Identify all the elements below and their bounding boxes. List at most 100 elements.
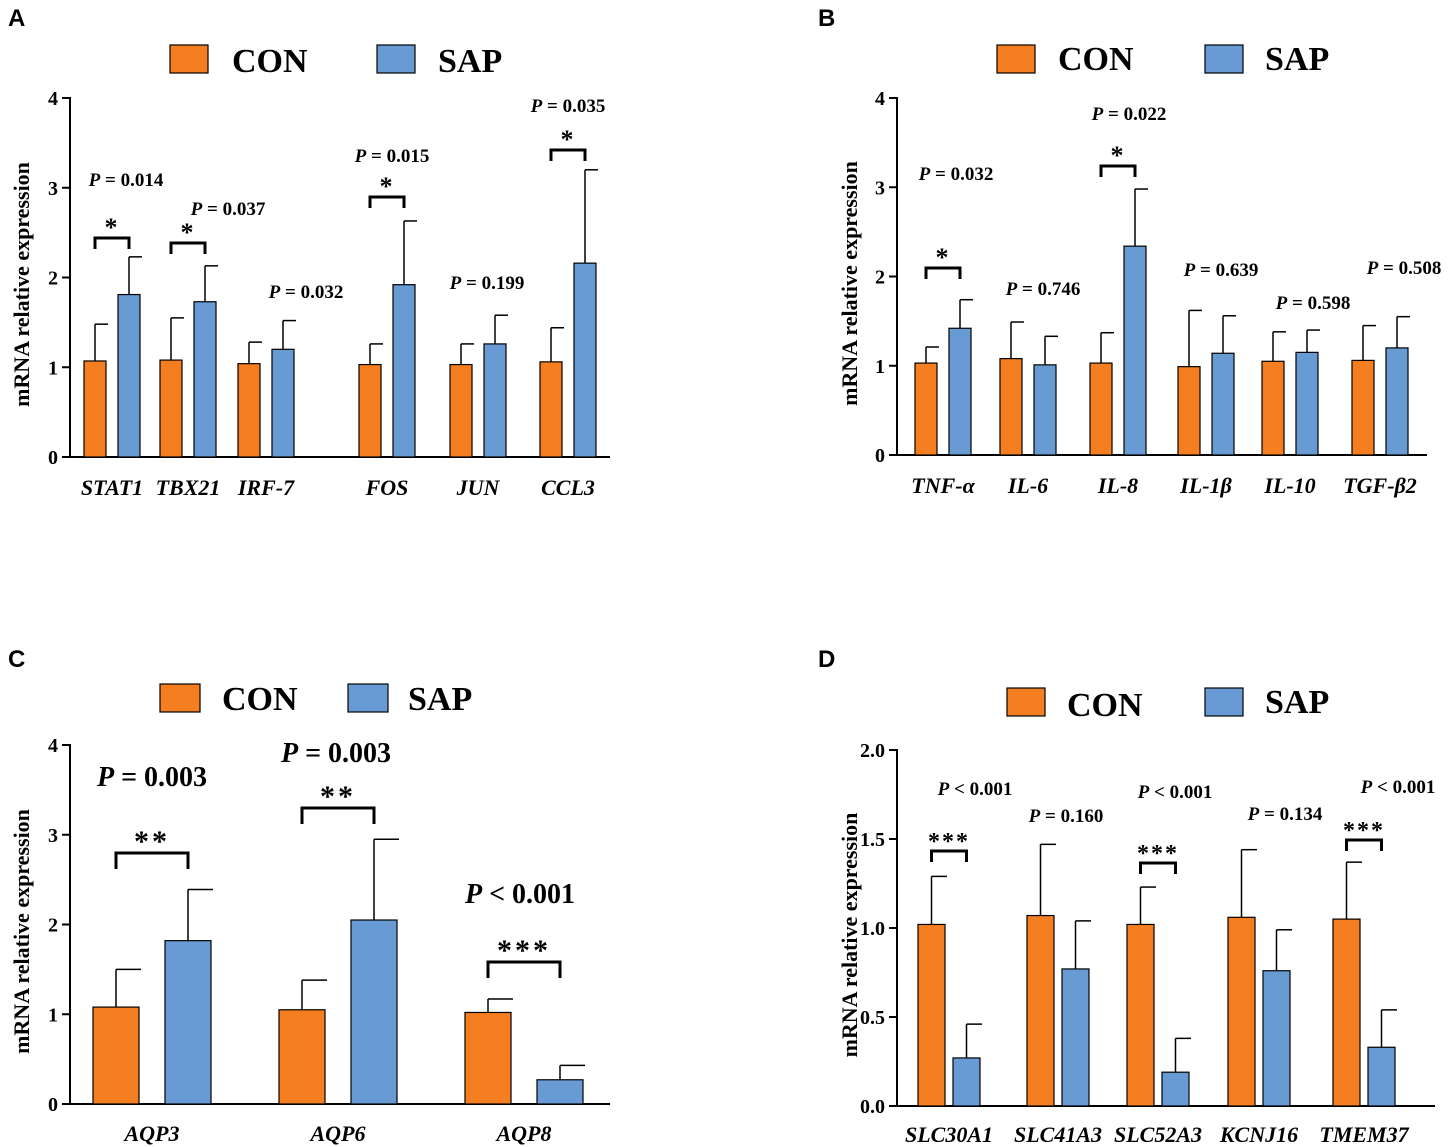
bar-con-il-8 <box>1089 362 1113 456</box>
bar-con-slc52a3 <box>1126 923 1155 1107</box>
p-value-label: P = 0.160 <box>1028 806 1104 827</box>
y-tick-label: 4 <box>48 735 58 757</box>
bar-sap-tgf-β2 <box>1385 347 1409 456</box>
significance-stars: * <box>1111 141 1126 170</box>
significance-stars: * <box>380 172 395 201</box>
significance-bracket <box>368 195 406 208</box>
p-value-label: P = 0.508 <box>1366 258 1442 279</box>
category-label: SLC30A1 <box>905 1122 993 1147</box>
legend: CON SAP <box>169 43 502 80</box>
bar-con-kcnj16 <box>1227 916 1256 1107</box>
y-tick-label: 4 <box>48 88 58 110</box>
bar-con-irf-7 <box>237 363 261 458</box>
p-value-label: P = 0.134 <box>1247 804 1323 825</box>
category-label: TGF-β2 <box>1343 473 1417 498</box>
significance-stars: ** <box>134 825 170 858</box>
panel-letter: A <box>8 5 25 32</box>
y-tick-label: 0.0 <box>860 1096 885 1118</box>
bar-sap-jun <box>483 343 507 458</box>
legend-label-sap: SAP <box>1265 684 1329 721</box>
significance-bracket <box>93 236 131 249</box>
y-tick-label: 1.0 <box>860 918 885 940</box>
significance-bracket <box>1139 861 1177 874</box>
category-label: TMEM37 <box>1319 1122 1409 1147</box>
legend-swatch-con <box>159 683 201 713</box>
category-label: IL-6 <box>1007 473 1048 498</box>
p-value-label: P = 0.639 <box>1183 260 1259 281</box>
bar-sap-fos <box>392 284 416 458</box>
bar-sap-aqp3 <box>164 940 212 1105</box>
significance-stars: *** <box>1137 841 1179 867</box>
y-tick-label: 1 <box>875 356 885 378</box>
category-label: TBX21 <box>156 475 221 500</box>
legend-label-con: CON <box>232 43 308 80</box>
legend: CON SAP <box>996 41 1329 78</box>
category-label: IL-1β <box>1179 473 1232 498</box>
category-label: SLC41A3 <box>1014 1122 1102 1147</box>
panel-a: A CON SAP 0 1 2 3 4 mRNA relative expression STAT… <box>8 5 610 500</box>
y-axis-label: mRNA relative expression <box>837 813 862 1058</box>
category-label: IL-8 <box>1097 473 1138 498</box>
legend-label-con: CON <box>222 681 298 718</box>
bar-sap-slc52a3 <box>1161 1071 1190 1107</box>
p-value-label: P = 0.003 <box>280 738 391 769</box>
legend: CON SAP <box>1006 684 1329 724</box>
significance-bracket <box>930 849 968 862</box>
bar-sap-tnf-α <box>948 327 972 456</box>
significance-stars: *** <box>497 934 551 967</box>
y-tick-label: 0.5 <box>860 1007 885 1029</box>
significance-stars: * <box>181 218 196 247</box>
p-value-label: P = 0.199 <box>449 273 525 294</box>
bar-sap-irf-7 <box>271 348 295 458</box>
p-value-label: P = 0.032 <box>268 282 344 303</box>
category-label: FOS <box>365 475 409 500</box>
significance-bracket <box>1099 164 1137 177</box>
bar-sap-kcnj16 <box>1262 970 1291 1107</box>
p-value-label: P = 0.035 <box>530 96 606 117</box>
bar-sap-il-8 <box>1123 245 1147 456</box>
bar-con-slc41a3 <box>1026 914 1055 1107</box>
bar-con-stat1 <box>83 360 107 458</box>
category-label: IRF-7 <box>237 475 295 500</box>
bar-con-il-1β <box>1177 366 1201 456</box>
y-axis-label: mRNA relative expression <box>9 809 34 1054</box>
bar-sap-tmem37 <box>1367 1046 1396 1107</box>
legend-swatch-con <box>169 44 209 74</box>
y-tick-label: 0 <box>875 445 885 467</box>
panel-letter: C <box>8 646 25 673</box>
significance-bracket <box>169 241 207 254</box>
y-tick-label: 4 <box>875 88 885 110</box>
bar-con-aqp6 <box>278 1009 326 1105</box>
y-tick-label: 1 <box>48 357 58 379</box>
category-label: JUN <box>456 475 501 500</box>
bar-con-il-6 <box>999 358 1023 456</box>
significance-bracket <box>114 851 190 869</box>
legend-swatch-con <box>1006 687 1046 717</box>
panel-d: D CON SAP 0.0 0.5 1.0 1.5 2.0 mRNA relative expr… <box>818 646 1435 1147</box>
bar-sap-slc30a1 <box>952 1057 981 1107</box>
y-tick-label: 2 <box>48 915 58 937</box>
significance-stars: *** <box>928 829 970 855</box>
category-label: AQP8 <box>495 1121 552 1146</box>
bar-con-il-10 <box>1261 360 1285 456</box>
bar-con-tgf-β2 <box>1351 359 1375 456</box>
category-label: AQP3 <box>123 1121 180 1146</box>
bar-sap-il-6 <box>1033 364 1057 456</box>
panel-letter: B <box>818 5 835 32</box>
bar-con-tmem37 <box>1332 918 1361 1107</box>
category-label: CCL3 <box>541 475 595 500</box>
bar-sap-slc41a3 <box>1061 968 1090 1107</box>
significance-bracket <box>549 148 587 161</box>
significance-bracket <box>924 266 962 279</box>
bar-con-aqp8 <box>464 1011 512 1105</box>
bar-sap-tbx21 <box>193 301 217 458</box>
category-label: SLC52A3 <box>1114 1122 1202 1147</box>
bar-con-ccl3 <box>539 361 563 458</box>
p-value-label: P < 0.001 <box>464 879 575 910</box>
bar-con-aqp3 <box>92 1006 140 1105</box>
legend-label-sap: SAP <box>1265 41 1329 78</box>
y-tick-label: 3 <box>875 177 885 199</box>
bar-sap-il-10 <box>1295 351 1319 456</box>
p-value-label: P = 0.014 <box>88 170 164 191</box>
